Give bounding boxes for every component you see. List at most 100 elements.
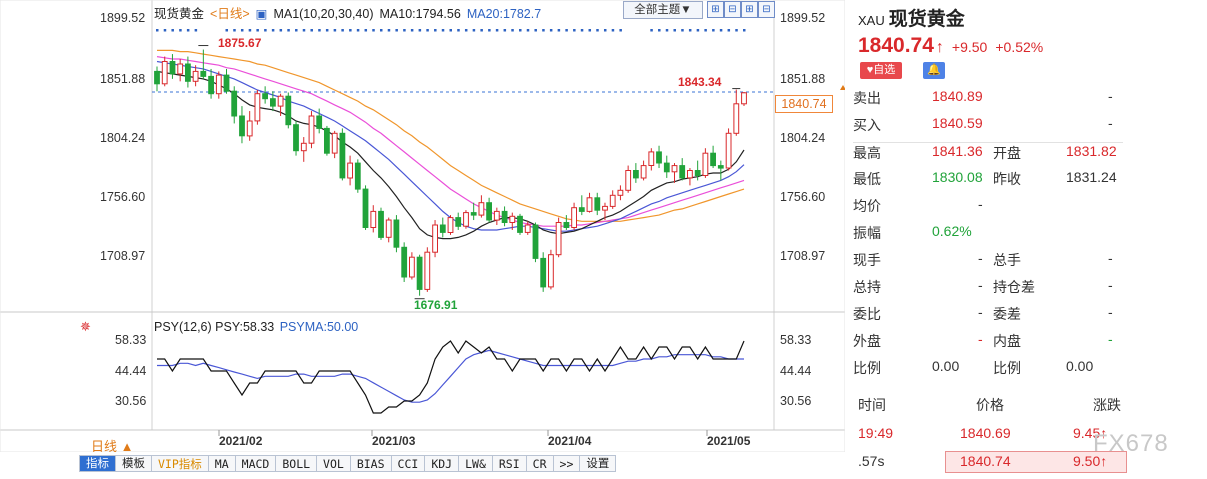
quote-label: 均价 — [853, 196, 881, 216]
quote-label-2: 内盘 — [993, 331, 1021, 351]
candle-up — [301, 143, 306, 150]
candle-down — [170, 62, 175, 74]
high-annotation: 1875.67 — [218, 36, 261, 50]
symbol-title: XAU 现货黄金 — [858, 4, 965, 31]
watermark: FX678 — [1093, 430, 1169, 458]
signal-dot — [341, 29, 344, 32]
candle-up — [626, 171, 631, 191]
signal-dot — [666, 29, 669, 32]
tab-indicator[interactable]: 指标 — [79, 455, 116, 472]
layout-icon-3[interactable]: ⊞ — [741, 1, 758, 18]
signal-dot — [256, 29, 259, 32]
candle-down — [240, 116, 245, 136]
signal-dot — [619, 29, 622, 32]
psy-legend-psyma: PSYMA:50.00 — [280, 320, 359, 334]
tab-bias[interactable]: BIAS — [351, 455, 392, 472]
candle-up — [247, 121, 252, 136]
signal-dot — [326, 29, 329, 32]
signal-dot — [419, 29, 422, 32]
candle-down — [657, 152, 662, 163]
candle-down — [286, 96, 291, 125]
quote-row: 最低 1830.08 昨收 1831.24 — [853, 169, 1123, 195]
signal-dot — [403, 29, 406, 32]
quote-row: 比例 0.00 比例 0.00 — [853, 358, 1123, 384]
candle-up — [649, 152, 654, 166]
tab-macd[interactable]: MACD — [236, 455, 277, 472]
chart-frame — [152, 0, 774, 430]
candle-up — [178, 64, 183, 74]
candle-up — [433, 225, 438, 252]
quote-label: 最低 — [853, 169, 881, 189]
tab-lw[interactable]: LW& — [459, 455, 493, 472]
recent-high-annotation: 1843.34 — [678, 75, 721, 89]
layout-icon-2[interactable]: ⊟ — [724, 1, 741, 18]
tab-vol[interactable]: VOL — [317, 455, 351, 472]
quote-value: 1830.08 — [932, 169, 983, 185]
tab-cr[interactable]: CR — [527, 455, 554, 472]
candle-up — [332, 133, 337, 153]
trade-head-price: 价格 — [976, 395, 1004, 415]
tab-kdj[interactable]: KDJ — [425, 455, 459, 472]
tab-cci[interactable]: CCI — [392, 455, 426, 472]
tab-settings[interactable]: 设置 — [580, 455, 616, 472]
signal-dot — [303, 29, 306, 32]
signal-dot — [156, 29, 159, 32]
signal-dot — [720, 29, 723, 32]
quote-label-2: 持仓差 — [993, 277, 1035, 297]
tab-rsi[interactable]: RSI — [493, 455, 527, 472]
tab-template[interactable]: 模板 — [116, 455, 152, 472]
price-chart[interactable] — [0, 0, 845, 452]
signal-dot — [349, 29, 352, 32]
signal-dot — [743, 29, 746, 32]
candle-up — [309, 116, 314, 143]
quote-value-2: 1831.82 — [1066, 143, 1117, 159]
signal-dot — [187, 29, 190, 32]
tab-ma[interactable]: MA — [209, 455, 236, 472]
candle-down — [541, 258, 546, 287]
right-axis-1708: 1708.97 — [780, 249, 825, 263]
price-row: 1840.74 ↑ +9.50 +0.52% — [858, 34, 1043, 58]
psyma-line — [157, 350, 744, 402]
trade-head-chg: 涨跌 — [1093, 395, 1121, 415]
signal-dot — [704, 29, 707, 32]
quote-label-2: 比例 — [993, 358, 1021, 378]
candle-up — [410, 257, 415, 277]
signal-dot — [673, 29, 676, 32]
tab-boll[interactable]: BOLL — [276, 455, 317, 472]
signal-dot — [589, 29, 592, 32]
quote-label: 买入 — [853, 115, 881, 135]
signal-dot — [728, 29, 731, 32]
trade-head-time: 时间 — [858, 395, 886, 415]
psy-settings-icon[interactable]: ✵ — [80, 319, 91, 335]
tab-vip[interactable]: VIP指标 — [152, 455, 209, 472]
signal-dot — [581, 29, 584, 32]
quote-value: 0.62% — [932, 223, 972, 239]
candle-down — [379, 211, 384, 237]
quote-value: - — [978, 250, 983, 266]
period-button[interactable]: 日线 ▲ — [91, 436, 133, 455]
candle-down — [518, 216, 523, 232]
layout-icon-4[interactable]: ⊟ — [758, 1, 775, 18]
candle-up — [494, 211, 499, 220]
quote-row: 总持 - 持仓差 - — [853, 277, 1123, 303]
alert-bell-button[interactable]: 🔔 — [923, 62, 945, 79]
signal-dot — [318, 29, 321, 32]
chart-legend: 现货黄金 <日线> ▣ MA1(10,20,30,40) MA10:1794.56 MA2… — [154, 3, 547, 22]
signal-dot — [249, 29, 252, 32]
theme-select[interactable]: 全部主题▼ — [623, 1, 703, 19]
candle-down — [402, 247, 407, 277]
signal-dot — [179, 29, 182, 32]
signal-dot — [550, 29, 553, 32]
layout-icon-1[interactable]: ⊞ — [707, 1, 724, 18]
signal-dot — [233, 29, 236, 32]
ma20-line — [157, 62, 744, 232]
quote-value-2: - — [1108, 304, 1113, 320]
quote-label: 振幅 — [853, 223, 881, 243]
add-favorite-button[interactable]: ♥自选 — [860, 62, 902, 79]
tab-more[interactable]: >> — [554, 455, 581, 472]
quote-value-2: - — [1108, 331, 1113, 347]
candle-down — [664, 163, 669, 172]
price-change-pct: +0.52% — [995, 39, 1043, 55]
legend-ma10: MA10:1794.56 — [380, 7, 461, 21]
signal-dot — [450, 29, 453, 32]
